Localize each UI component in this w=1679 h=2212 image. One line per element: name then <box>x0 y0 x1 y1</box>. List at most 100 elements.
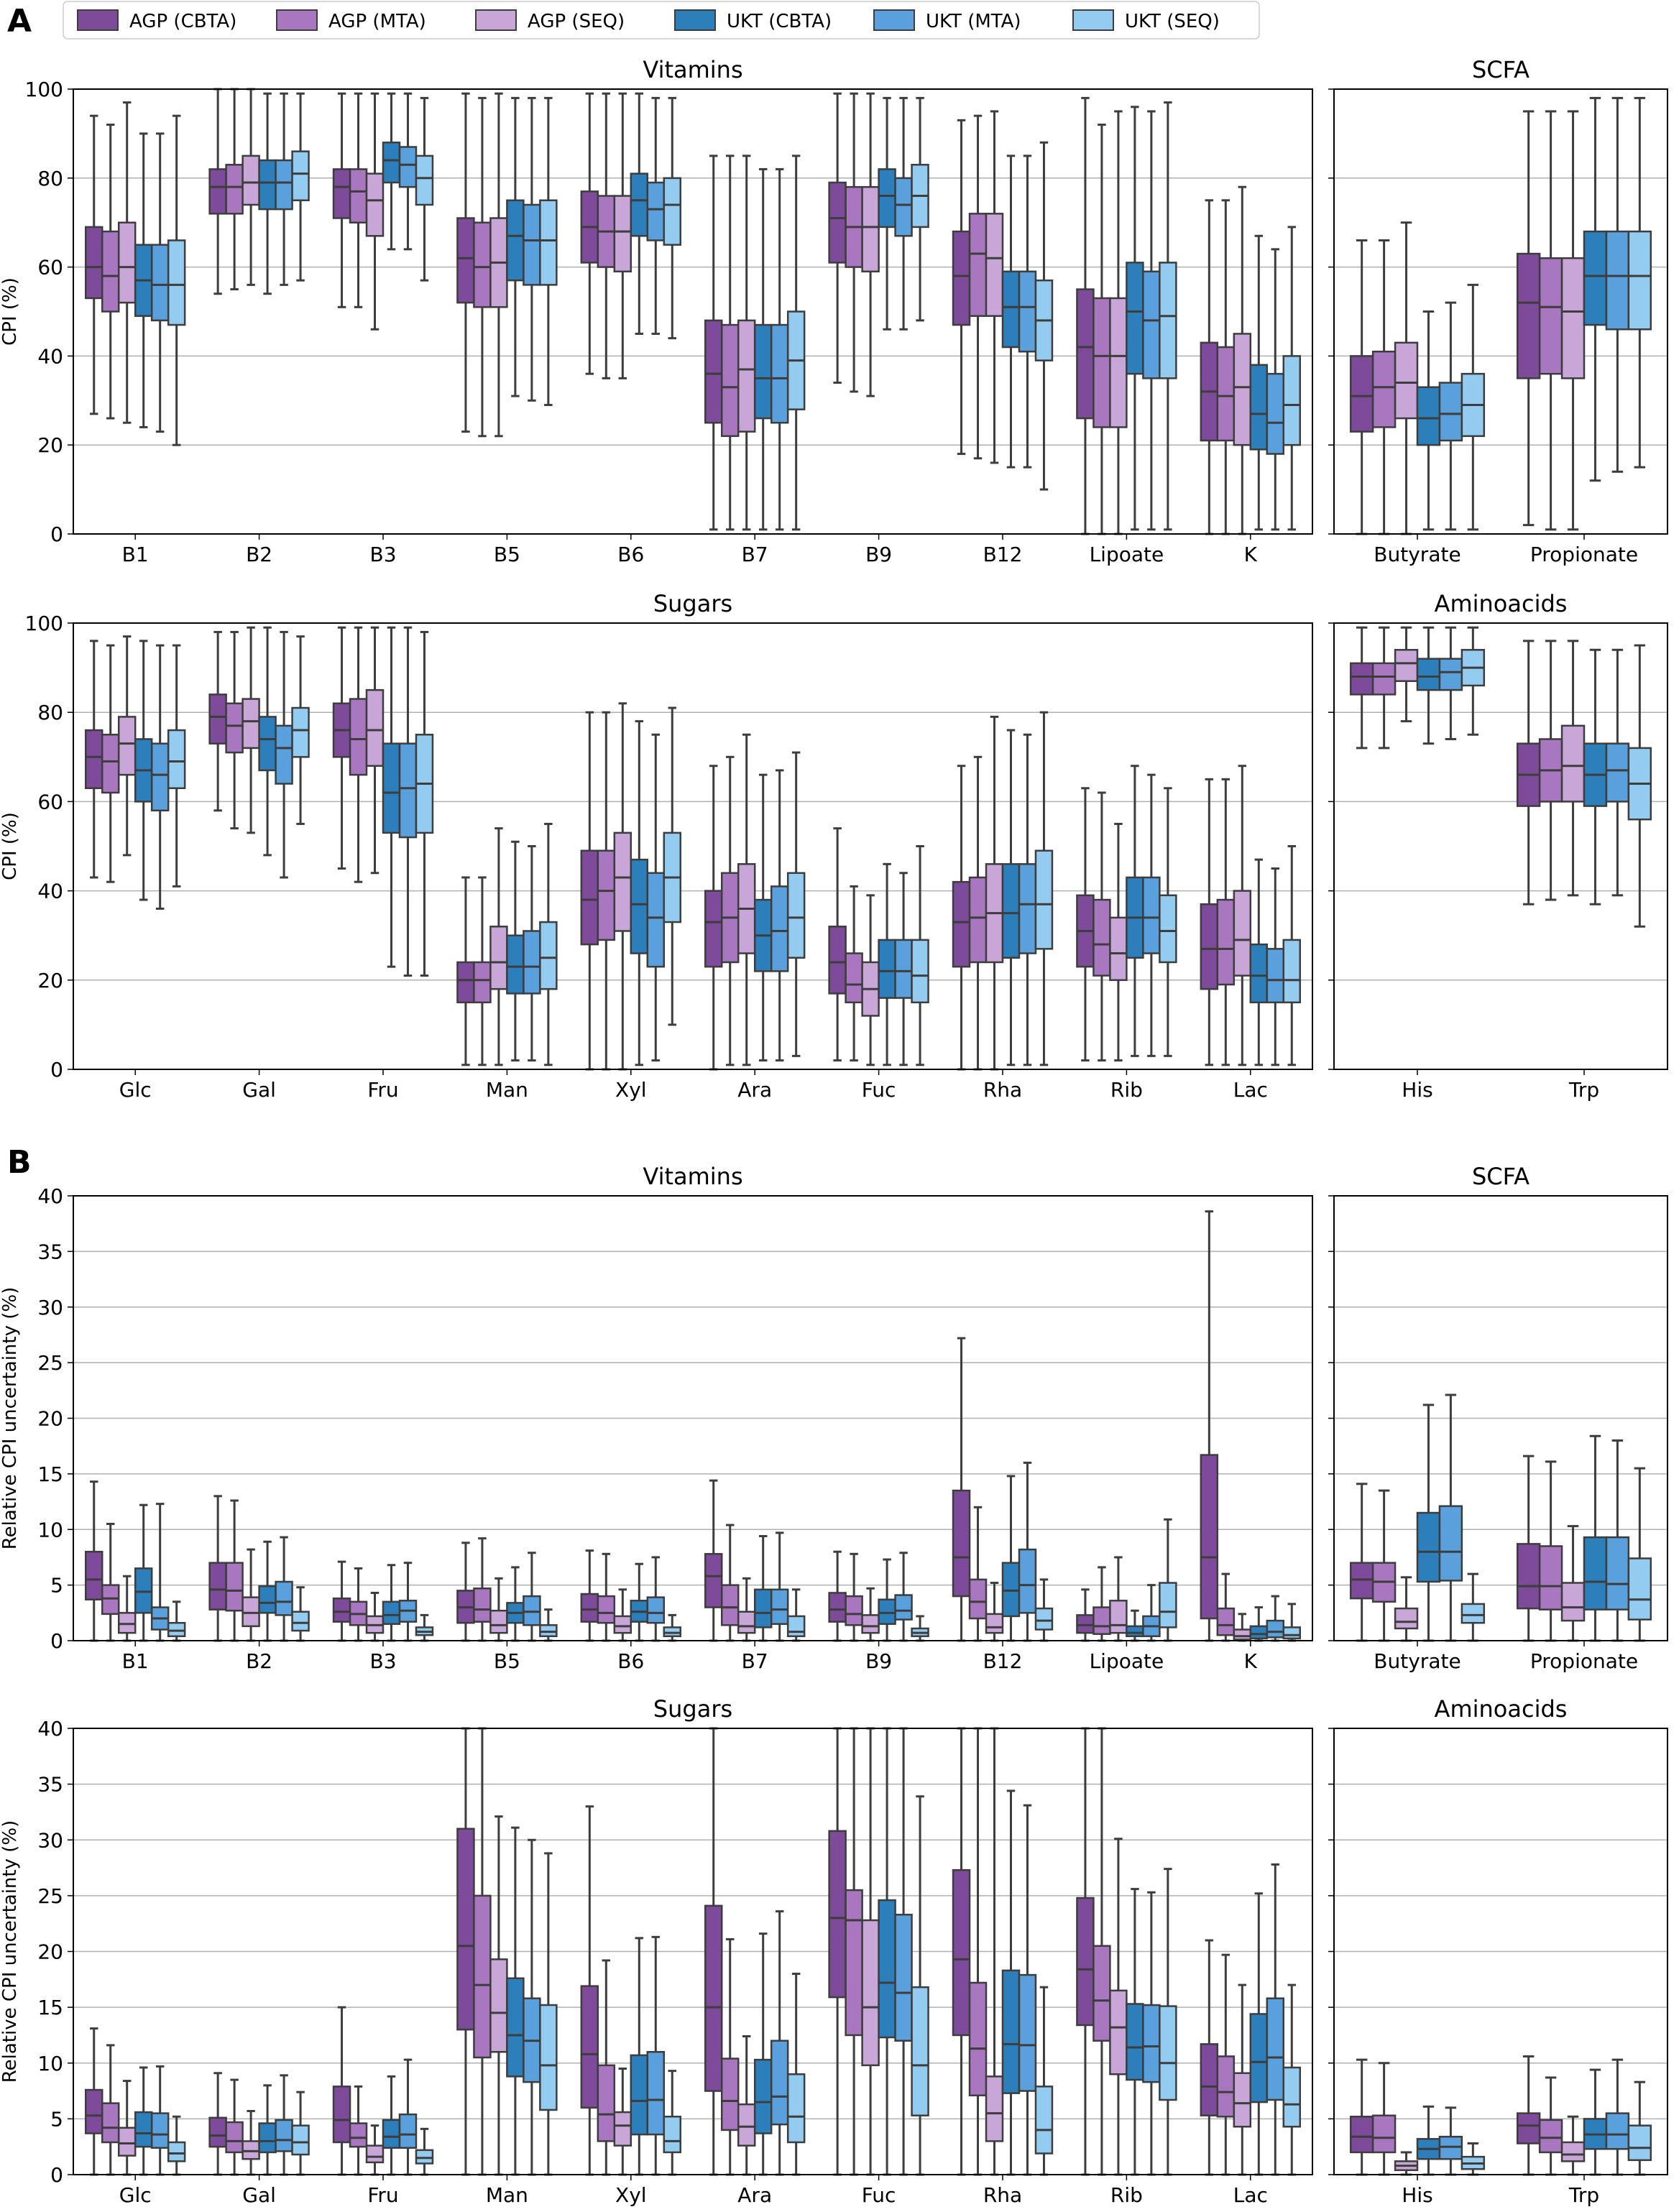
box-iqr <box>1001 863 1021 959</box>
box-agp-mta <box>597 1959 616 2176</box>
box-agp-mta <box>1216 778 1236 1066</box>
x-tick-label: B12 <box>983 543 1023 566</box>
box-ukt-seq <box>539 822 558 1066</box>
box-ukt-mta <box>1438 626 1463 740</box>
box-agp-seq <box>1109 822 1128 1062</box>
box-iqr <box>1076 288 1095 420</box>
box-ukt-mta <box>1142 773 1161 1057</box>
box-ukt-cbta <box>630 720 649 1066</box>
box-agp-cbta <box>828 827 847 1062</box>
box-agp-seq <box>1233 765 1252 1066</box>
box-iqr <box>985 1613 1004 1634</box>
box-ukt-cbta <box>753 167 773 531</box>
box-iqr <box>597 1595 616 1624</box>
box-ukt-seq <box>291 1586 310 1642</box>
box-agp-seq <box>1233 1983 1252 2176</box>
box-agp-mta <box>473 96 492 438</box>
box-agp-seq <box>985 715 1004 1071</box>
box-iqr <box>101 1584 120 1616</box>
y-tick-label: 80 <box>37 701 63 724</box>
y-tick-label: 0 <box>50 1629 63 1653</box>
x-tick-label: Rha <box>983 2183 1022 2207</box>
box-ukt-mta <box>894 1552 913 1642</box>
box-iqr <box>828 181 847 264</box>
box-ukt-mta <box>646 733 666 1062</box>
box-iqr <box>1282 2066 1302 2128</box>
x-tick-label: His <box>1402 2183 1432 2207</box>
box-ukt-seq <box>786 751 806 1057</box>
box-agp-seq <box>861 1587 880 1642</box>
box-iqr <box>770 1588 789 1626</box>
box-ukt-seq <box>415 96 434 282</box>
box-iqr <box>1538 257 1563 375</box>
box-iqr <box>1516 2112 1541 2144</box>
box-ukt-seq <box>786 155 806 531</box>
box-ukt-cbta <box>382 1564 401 1642</box>
box-iqr <box>613 2111 632 2147</box>
box-agp-cbta <box>1200 1210 1219 1642</box>
box-iqr <box>134 2111 153 2148</box>
box-agp-seq <box>1109 1556 1128 1642</box>
box-iqr <box>1216 2055 1236 2118</box>
box-agp-mta <box>101 2044 120 2176</box>
box-iqr <box>1233 2072 1252 2128</box>
box-agp-seq <box>1394 2151 1419 2176</box>
x-tick-label: Fuc <box>862 1078 896 1102</box>
box-iqr <box>456 217 475 304</box>
box-ukt-cbta <box>134 1503 153 1642</box>
box-ukt-mta <box>275 1536 293 1642</box>
x-tick-label: Propionate <box>1530 543 1638 566</box>
box-agp-cbta <box>1200 778 1219 1066</box>
box-agp-cbta <box>456 876 475 1066</box>
box-iqr <box>861 1614 880 1634</box>
box-agp-cbta <box>1349 239 1374 535</box>
box-iqr <box>968 876 988 964</box>
box-iqr <box>911 939 929 1004</box>
box-iqr <box>580 849 599 946</box>
box-ukt-cbta <box>258 2084 277 2176</box>
box-iqr <box>349 2122 368 2148</box>
box-iqr <box>489 926 508 990</box>
box-iqr <box>1001 1562 1021 1618</box>
box-iqr <box>150 742 170 812</box>
box-ukt-seq <box>167 2115 186 2176</box>
box-agp-cbta <box>1200 1939 1219 2176</box>
x-tick-label: Rha <box>983 1078 1022 1102</box>
x-tick-label: B3 <box>369 543 396 566</box>
legend-swatch <box>77 9 119 31</box>
y-tick-label: 20 <box>37 433 63 457</box>
box-ukt-cbta <box>1126 765 1144 1057</box>
box-iqr <box>646 181 666 241</box>
box-ukt-mta <box>398 2058 418 2176</box>
box-iqr <box>1416 1511 1441 1583</box>
box-iqr <box>1200 2043 1219 2116</box>
x-tick-label: Lipoate <box>1090 1649 1164 1673</box>
x-tick-label: Rib <box>1110 1078 1143 1102</box>
legend: AGP (CBTA) AGP (MTA) AGP (SEQ) UKT (CBTA) UK… <box>63 1 1260 40</box>
box-iqr <box>786 2073 806 2144</box>
x-tick-label: K <box>1244 1649 1258 1673</box>
box-iqr <box>786 1615 806 1638</box>
box-ukt-mta <box>1018 155 1037 469</box>
box-agp-cbta <box>456 1542 475 1642</box>
box-agp-mta <box>1216 199 1236 535</box>
box-iqr <box>952 880 971 968</box>
box-iqr <box>613 1615 632 1634</box>
box-iqr <box>1109 297 1128 428</box>
box-agp-cbta <box>84 114 104 415</box>
box-iqr <box>398 2113 418 2149</box>
box-ukt-cbta <box>753 773 773 1062</box>
box-iqr <box>630 858 649 954</box>
box-agp-seq <box>1394 626 1419 723</box>
box-agp-seq <box>861 894 880 1066</box>
box-agp-cbta <box>1076 1727 1095 2176</box>
y-tick-label: 25 <box>37 1884 63 1908</box>
box-ukt-mta <box>1438 2106 1463 2176</box>
box-agp-seq <box>1560 2115 1586 2176</box>
box-iqr <box>382 2119 401 2149</box>
box-ukt-cbta <box>258 1540 277 1642</box>
box-agp-mta <box>720 155 740 531</box>
y-tick-label: 40 <box>37 1717 63 1741</box>
plot-frame <box>1333 1195 1668 1641</box>
box-iqr <box>473 1894 492 2059</box>
